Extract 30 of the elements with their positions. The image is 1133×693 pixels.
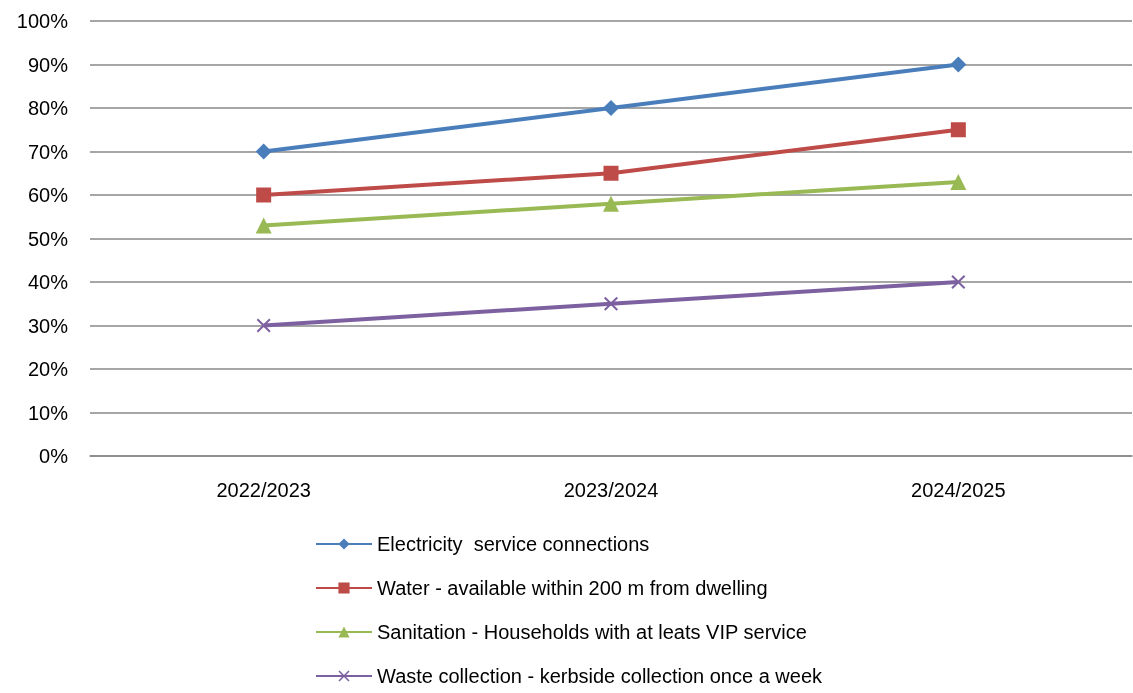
legend-label: Electricity service connections <box>377 533 650 555</box>
y-tick-label: 30% <box>27 314 69 337</box>
legend-label: Sanitation - Households with at leats VIP service <box>377 621 807 643</box>
point <box>255 143 272 160</box>
point <box>604 296 618 311</box>
y-tick-label: 50% <box>27 227 69 250</box>
point <box>255 217 272 234</box>
point <box>256 187 272 203</box>
point <box>603 195 619 212</box>
point <box>950 122 966 138</box>
x-tick-label: 2024/2025 <box>911 479 1006 501</box>
y-tick-label: 100% <box>16 10 69 32</box>
y-tick-label: 0% <box>39 445 69 467</box>
x-tick-label: 2023/2024 <box>563 479 659 501</box>
point <box>603 165 619 181</box>
point <box>951 275 966 289</box>
y-tick-label: 40% <box>27 271 69 293</box>
y-tick-label: 20% <box>27 358 69 380</box>
point <box>256 318 271 333</box>
y-tick-label: 60% <box>27 184 69 206</box>
y-tick-label: 10% <box>27 401 69 424</box>
y-tick-label: 70% <box>27 140 69 163</box>
point <box>950 56 967 73</box>
legend-label: Water - available within 200 m from dwelling <box>377 577 768 599</box>
y-tick-label: 90% <box>27 53 69 76</box>
legend-label: Waste collection - kerbside collection once a week <box>377 665 824 687</box>
point <box>603 100 619 116</box>
point <box>950 173 967 190</box>
y-tick-label: 80% <box>27 97 69 119</box>
x-tick-label: 2022/2023 <box>216 479 311 501</box>
